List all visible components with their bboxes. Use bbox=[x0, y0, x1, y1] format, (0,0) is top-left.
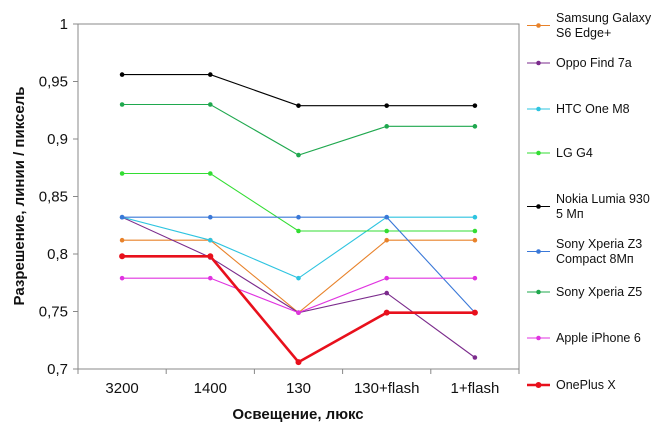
data-point bbox=[119, 253, 126, 260]
legend-label: Samsung Galaxy bbox=[556, 11, 652, 25]
data-point bbox=[471, 309, 478, 316]
legend-item: Sony Xperia Z5 bbox=[527, 285, 642, 299]
legend-marker bbox=[535, 382, 542, 388]
legend-marker bbox=[536, 204, 541, 209]
legend-label: S6 Edge+ bbox=[556, 26, 611, 40]
data-point bbox=[208, 214, 213, 220]
data-point bbox=[472, 237, 478, 243]
legend-item: LG G4 bbox=[527, 146, 593, 160]
data-point bbox=[384, 228, 390, 234]
y-tick-label: 0,75 bbox=[39, 304, 68, 321]
data-point bbox=[208, 72, 213, 77]
data-point bbox=[296, 228, 301, 234]
data-point bbox=[296, 275, 301, 281]
y-tick-label: 0,7 bbox=[47, 361, 68, 378]
data-point bbox=[384, 290, 390, 296]
legend-item: Oppo Find 7a bbox=[527, 56, 632, 70]
plot-area bbox=[77, 23, 520, 370]
x-tick-label: 1+flash bbox=[451, 380, 500, 397]
legend-label: 5 Мп bbox=[556, 207, 584, 221]
data-point bbox=[119, 102, 125, 107]
data-point bbox=[383, 309, 390, 316]
legend-marker bbox=[536, 249, 541, 254]
data-point bbox=[119, 214, 125, 220]
x-tick-label: 3200 bbox=[105, 380, 138, 397]
data-point bbox=[472, 355, 478, 360]
legend-label: Apple iPhone 6 bbox=[556, 331, 641, 345]
data-point bbox=[384, 275, 390, 281]
series-layer bbox=[119, 72, 478, 366]
data-point bbox=[384, 237, 390, 243]
data-point bbox=[208, 102, 213, 107]
data-point bbox=[472, 275, 478, 281]
legend-item: Apple iPhone 6 bbox=[527, 331, 641, 345]
y-tick-label: 1 bbox=[60, 16, 68, 33]
y-axis: 0,7 0,75 0,8 0,85 0,9 0,95 1 bbox=[39, 16, 78, 378]
x-tick-label: 130+flash bbox=[354, 380, 419, 397]
y-tick-label: 0,8 bbox=[47, 246, 68, 263]
legend-marker bbox=[536, 60, 541, 66]
data-point bbox=[472, 124, 478, 129]
x-axis-title: Освещение, люкс bbox=[232, 406, 363, 423]
data-point bbox=[472, 103, 478, 108]
legend-label: Compact 8Мп bbox=[556, 252, 634, 266]
legend-label: HTC One M8 bbox=[556, 102, 630, 116]
legend-label: Sony Xperia Z5 bbox=[556, 285, 642, 299]
legend-marker bbox=[536, 23, 541, 28]
x-tick-label: 130 bbox=[286, 380, 311, 397]
legend-label: OnePlus X bbox=[556, 378, 616, 392]
series-4 bbox=[119, 72, 478, 108]
y-axis-title: Разрешение, линии / пиксель bbox=[11, 87, 28, 306]
x-tick-label: 1400 bbox=[194, 380, 227, 397]
data-point bbox=[296, 310, 301, 315]
legend-marker bbox=[536, 335, 541, 341]
data-point bbox=[207, 253, 214, 260]
data-point bbox=[208, 237, 213, 243]
data-point bbox=[208, 171, 213, 176]
data-point bbox=[296, 103, 301, 108]
data-point bbox=[119, 171, 125, 176]
legend-marker bbox=[536, 106, 541, 112]
data-point bbox=[296, 152, 301, 158]
series-8 bbox=[119, 253, 478, 366]
x-axis: 3200 1400 130 130+flash 1+flash bbox=[77, 369, 520, 397]
data-point bbox=[119, 275, 125, 281]
data-point bbox=[384, 214, 390, 220]
series-3 bbox=[119, 171, 478, 234]
y-tick-label: 0,9 bbox=[47, 131, 68, 148]
legend-label: Oppo Find 7a bbox=[556, 56, 632, 70]
legend-label: Sony Xperia Z3 bbox=[556, 237, 642, 251]
data-point bbox=[472, 228, 478, 234]
series-6 bbox=[119, 102, 478, 158]
legend-label: Nokia Lumia 930 bbox=[556, 192, 650, 206]
data-point bbox=[296, 214, 301, 220]
data-point bbox=[384, 103, 390, 108]
data-point bbox=[119, 72, 125, 77]
legend-item: HTC One M8 bbox=[527, 102, 630, 116]
series-7 bbox=[119, 275, 478, 315]
data-point bbox=[208, 275, 213, 281]
data-point bbox=[295, 359, 302, 366]
legend-item: OnePlus X bbox=[527, 378, 616, 392]
y-tick-label: 0,95 bbox=[39, 74, 68, 91]
data-point bbox=[119, 237, 125, 243]
legend-marker bbox=[536, 289, 541, 295]
data-point bbox=[384, 124, 390, 129]
legend-marker bbox=[536, 150, 541, 156]
legend-label: LG G4 bbox=[556, 146, 593, 160]
data-point bbox=[472, 214, 478, 220]
y-tick-label: 0,85 bbox=[39, 189, 68, 206]
